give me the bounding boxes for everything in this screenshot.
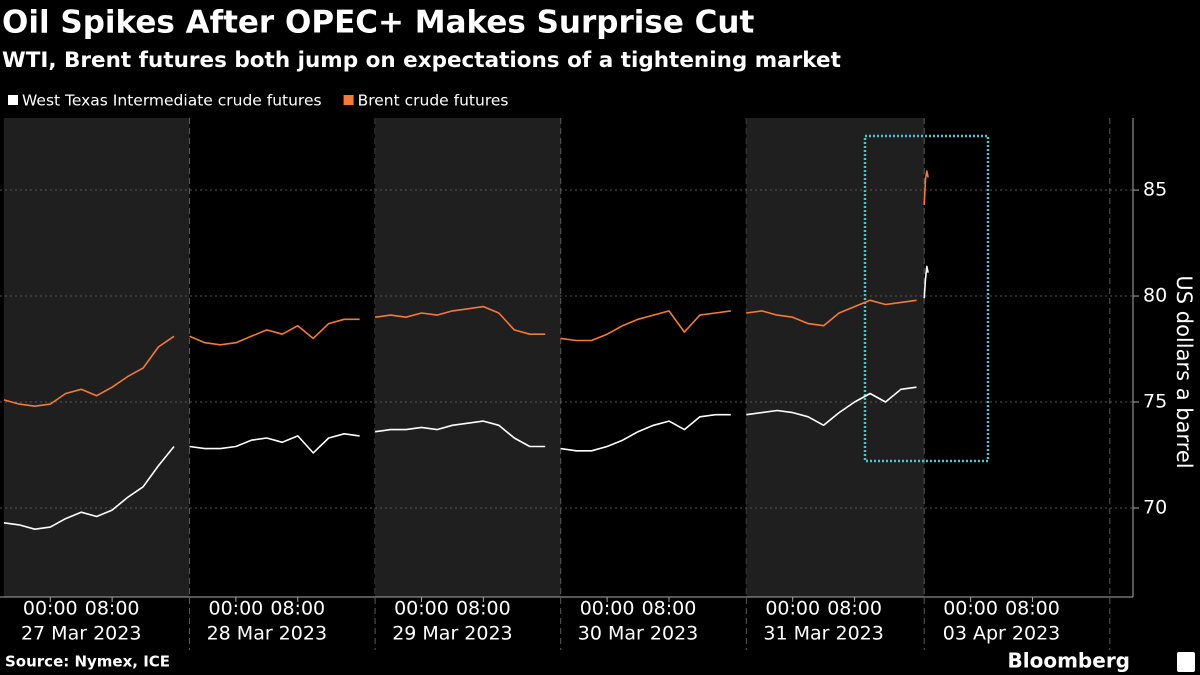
brand: Bloomberg bbox=[1008, 649, 1130, 673]
y-tick-label: 80 bbox=[1143, 285, 1167, 307]
chart-title: Oil Spikes After OPEC+ Makes Surprise Cu… bbox=[2, 5, 754, 41]
legend-swatch bbox=[343, 95, 354, 105]
x-tick-label: 00:00 bbox=[208, 598, 263, 620]
y-tick-label: 85 bbox=[1143, 179, 1167, 201]
x-date-label: 31 Mar 2023 bbox=[763, 623, 883, 645]
x-tick-label: 00:00 bbox=[943, 598, 998, 620]
x-date-label: 27 Mar 2023 bbox=[21, 623, 141, 645]
x-tick-label: 08:00 bbox=[270, 598, 325, 620]
x-tick-label: 08:00 bbox=[456, 598, 511, 620]
session-band bbox=[746, 118, 925, 597]
x-tick-label: 08:00 bbox=[827, 598, 882, 620]
x-date-label: 30 Mar 2023 bbox=[578, 623, 698, 645]
legend-swatch bbox=[8, 95, 18, 105]
x-tick-label: 08:00 bbox=[85, 598, 140, 620]
chart-subtitle: WTI, Brent futures both jump on expectat… bbox=[2, 48, 841, 73]
source: Source: Nymex, ICE bbox=[5, 653, 170, 671]
brand-icon bbox=[1177, 652, 1195, 672]
legend-label: Brent crude futures bbox=[358, 92, 509, 110]
series-line bbox=[3, 170, 929, 407]
x-tick-label: 00:00 bbox=[580, 598, 635, 620]
y-tick-label: 70 bbox=[1143, 496, 1167, 518]
x-date-label: 03 Apr 2023 bbox=[943, 623, 1060, 645]
highlight-box bbox=[863, 134, 990, 463]
legend-label: West Texas Intermediate crude futures bbox=[22, 92, 322, 110]
x-tick-label: 00:00 bbox=[765, 598, 820, 620]
series-line bbox=[3, 265, 929, 530]
x-date-label: 28 Mar 2023 bbox=[207, 623, 327, 645]
y-tick-label: 75 bbox=[1143, 391, 1167, 413]
session-band bbox=[375, 118, 561, 597]
session-bands bbox=[3, 118, 1111, 650]
x-date-label: 29 Mar 2023 bbox=[392, 623, 512, 645]
x-tick-label: 08:00 bbox=[642, 598, 697, 620]
x-tick-label: 08:00 bbox=[1005, 598, 1060, 620]
x-tick-label: 00:00 bbox=[394, 598, 449, 620]
y-axis-title: US dollars a barrel bbox=[1172, 275, 1196, 468]
x-tick-label: 00:00 bbox=[23, 598, 78, 620]
